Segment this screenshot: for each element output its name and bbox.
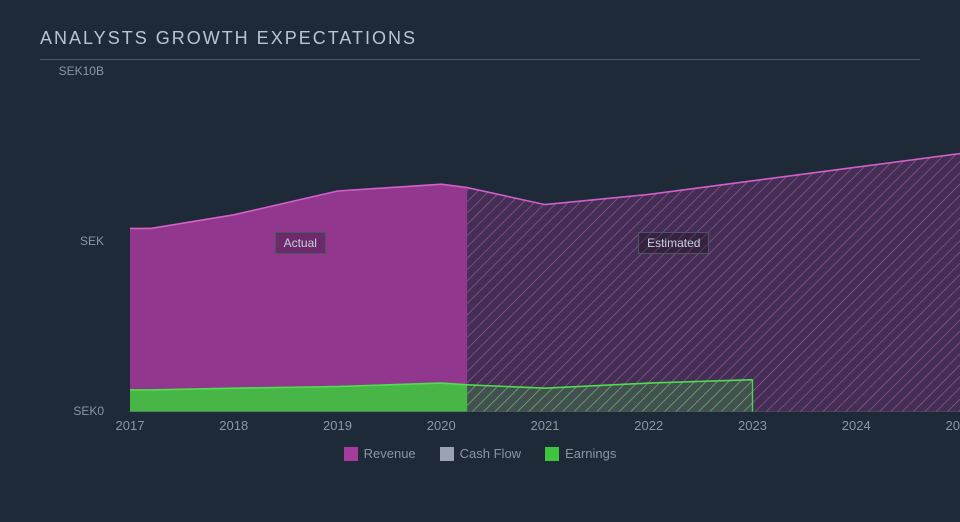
legend-item: Revenue xyxy=(344,446,416,461)
chart-area: Actual Estimated SEK0SEKSEK10B 201720182… xyxy=(40,68,920,468)
x-tick-label: 2021 xyxy=(531,418,560,433)
y-tick-label: SEK0 xyxy=(44,404,104,418)
x-tick-label: 2020 xyxy=(427,418,456,433)
x-tick-label: 2018 xyxy=(219,418,248,433)
legend-swatch xyxy=(344,447,358,461)
region-label-estimated: Estimated xyxy=(638,232,709,254)
plot-svg xyxy=(110,72,960,412)
legend-swatch xyxy=(440,447,454,461)
legend-label: Cash Flow xyxy=(460,446,521,461)
x-tick-label: 2019 xyxy=(323,418,352,433)
legend-item: Earnings xyxy=(545,446,616,461)
plot-area: Actual Estimated xyxy=(110,72,960,412)
x-tick-label: 2017 xyxy=(116,418,145,433)
x-axis-labels: 2017 2018 2019 2020 2021 2022 2023 2024 2025 xyxy=(110,418,960,438)
x-tick-label: 2023 xyxy=(738,418,767,433)
legend-swatch xyxy=(545,447,559,461)
x-tick-label: 2022 xyxy=(634,418,663,433)
y-tick-label: SEK10B xyxy=(44,64,104,78)
y-tick-label: SEK xyxy=(44,234,104,248)
legend-label: Revenue xyxy=(364,446,416,461)
x-tick-label: 2025 xyxy=(946,418,960,433)
x-tick-label: 2024 xyxy=(842,418,871,433)
legend-item: Cash Flow xyxy=(440,446,521,461)
legend: Revenue Cash Flow Earnings xyxy=(40,446,920,464)
chart-container: ANALYSTS GROWTH EXPECTATIONS xyxy=(0,0,960,522)
region-label-actual: Actual xyxy=(275,232,326,254)
chart-title: ANALYSTS GROWTH EXPECTATIONS xyxy=(40,28,920,60)
legend-label: Earnings xyxy=(565,446,616,461)
